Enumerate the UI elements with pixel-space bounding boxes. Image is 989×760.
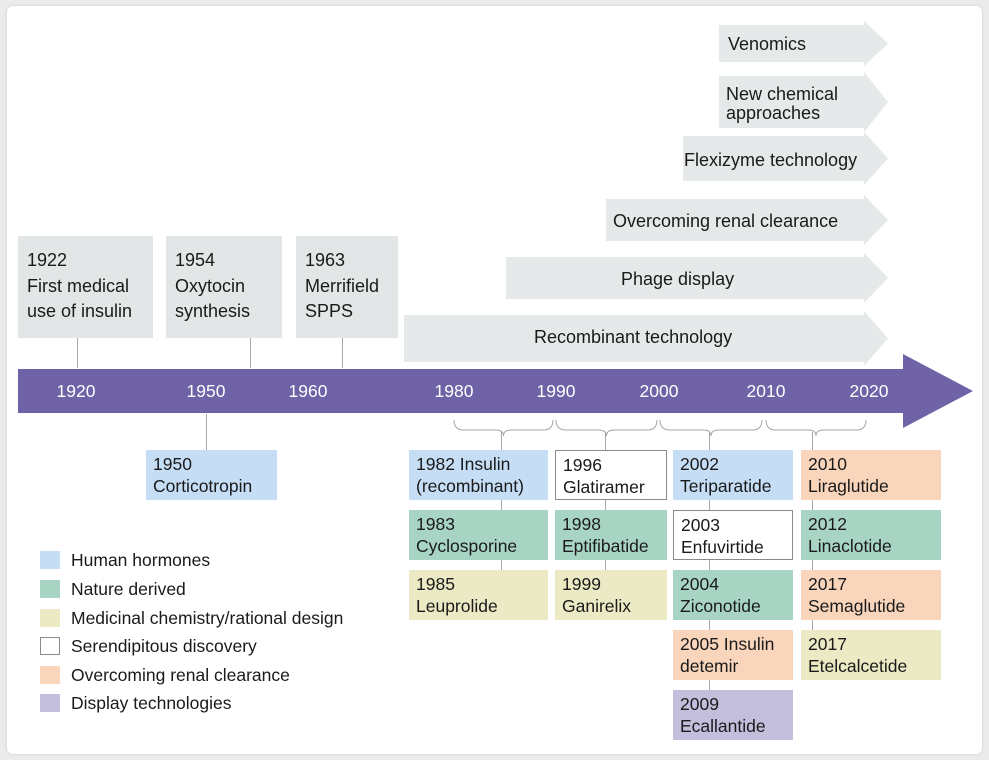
drug-ecallantide: 2009 Ecallantide [673, 690, 793, 740]
tick-label: 1950 [186, 381, 226, 401]
tick-label: 2020 [849, 381, 889, 401]
tech-label-phage-display: Phage display [621, 269, 735, 289]
tech-label-flexizyme: Flexizyme technology [684, 150, 858, 170]
connector-line [77, 338, 78, 368]
drug-linaclotide: 2012 Linaclotide [801, 510, 941, 560]
timeline-arrow [18, 354, 973, 428]
connector-line [206, 414, 207, 450]
drug-ganirelix: 1999 Ganirelix [555, 570, 667, 620]
tick-label: 1960 [288, 381, 328, 401]
drug-teriparatide: 2002 Teriparatide [673, 450, 793, 500]
drug-eptifibatide: 1998 Eptifibatide [555, 510, 667, 560]
tech-arrow-3 [606, 195, 888, 245]
drug-insulin-detemir: 2005 Insulin detemir [673, 630, 793, 680]
drug-ziconotide: 2004 Ziconotide [673, 570, 793, 620]
connector-line [605, 432, 606, 572]
drug-etelcalcetide: 2017 Etelcalcetide [801, 630, 941, 680]
connector-line [709, 432, 710, 692]
legend-swatch [40, 551, 60, 569]
decade-brace-2 [659, 419, 763, 437]
tech-label-new-chemical-approaches: New chemical approaches [726, 84, 839, 123]
legend-swatch [40, 694, 60, 712]
tick-label: 2000 [639, 381, 679, 401]
decade-brace-1 [555, 419, 658, 437]
legend-swatch [40, 580, 60, 598]
milestone-1954: 1954 Oxytocin synthesis [166, 236, 282, 338]
decade-brace-0 [453, 419, 554, 437]
tech-arrow-5 [404, 311, 888, 366]
milestone-1922: 1922 First medical use of insulin [18, 236, 153, 338]
drug-leuprolide: 1985 Leuprolide [409, 570, 548, 620]
tick-label: 1920 [56, 381, 96, 401]
tick-label: 2010 [746, 381, 786, 401]
drug-glatiramer: 1996 Glatiramer [555, 450, 667, 500]
tech-arrow-2 [683, 132, 888, 185]
tick-label: 1980 [434, 381, 474, 401]
tick-label: 1990 [536, 381, 576, 401]
legend-swatch [40, 666, 60, 684]
drug-cyclosporine: 1983 Cyclosporine [409, 510, 548, 560]
drug-corticotropin: 1950 Corticotropin [146, 450, 277, 500]
tech-arrow-0 [719, 21, 888, 66]
tech-arrow-1 [719, 72, 888, 132]
tech-label-venomics: Venomics [728, 34, 807, 54]
decade-brace-3 [765, 419, 867, 437]
tech-label-recombinant: Recombinant technology [534, 327, 733, 347]
tech-label-renal-clearance: Overcoming renal clearance [613, 211, 839, 231]
drug-liraglutide: 2010 Liraglutide [801, 450, 941, 500]
legend-swatch [40, 637, 60, 655]
connector-line [501, 432, 502, 572]
tech-arrow-4 [506, 253, 888, 303]
drug-insulin-recombinant: 1982 Insulin (recombinant) [409, 450, 548, 500]
connector-line [250, 338, 251, 368]
legend-swatch [40, 609, 60, 627]
connector-line [342, 338, 343, 368]
milestone-1963: 1963 Merrifield SPPS [296, 236, 398, 338]
drug-enfuvirtide: 2003 Enfuvirtide [673, 510, 793, 560]
drug-semaglutide: 2017 Semaglutide [801, 570, 941, 620]
